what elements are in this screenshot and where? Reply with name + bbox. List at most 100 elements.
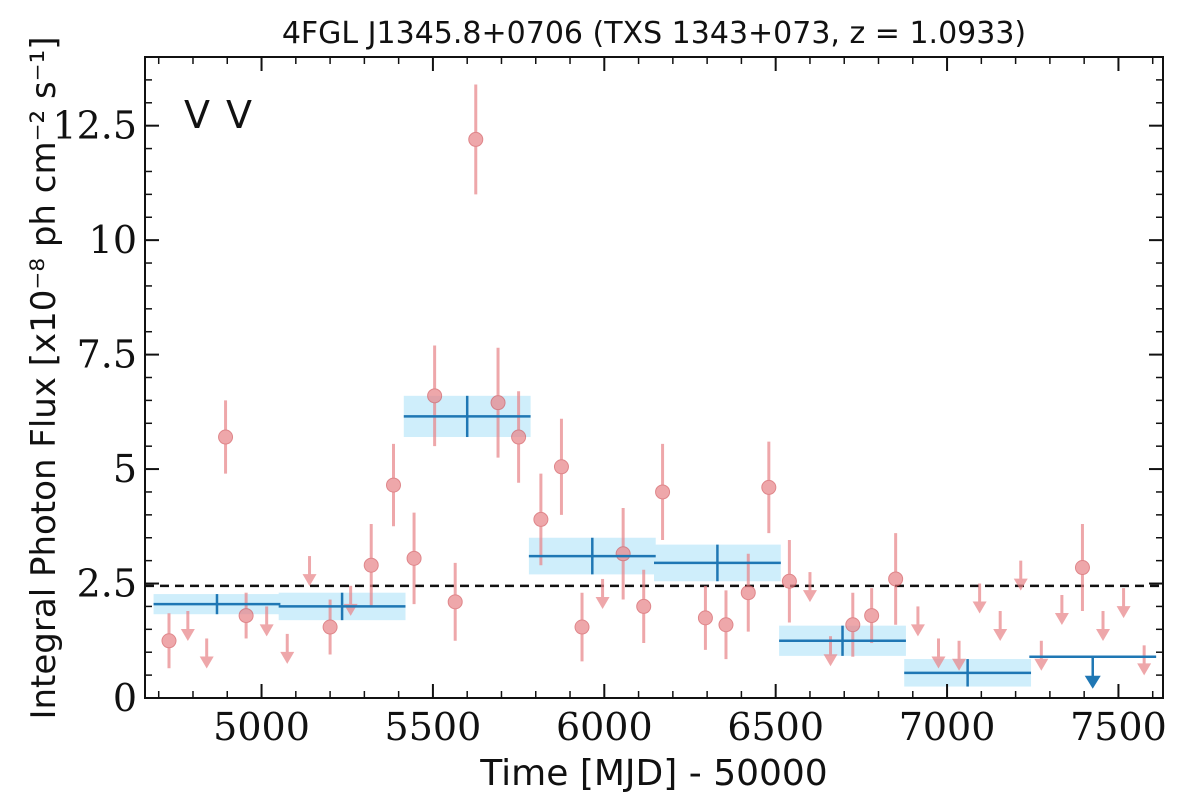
- short-bin-point-23: [845, 592, 861, 657]
- data-marker: [468, 131, 484, 147]
- short-bin-upper-limit-16: [1054, 594, 1069, 625]
- short-bin-upper-limit-4: [302, 556, 317, 587]
- upper-limit-arrowhead: [931, 656, 946, 669]
- short-bin-point-13: [553, 418, 569, 515]
- short-bin-point-22: [781, 540, 797, 623]
- upper-limit-arrowhead: [910, 624, 925, 637]
- data-marker: [490, 395, 506, 411]
- short-bin-point-3: [322, 599, 338, 655]
- short-bin-point-26: [1074, 524, 1090, 612]
- short-bin-upper-limit-11: [952, 640, 967, 671]
- short-bin-point-1: [218, 400, 234, 474]
- short-bin-point-4: [363, 524, 379, 607]
- short-bin-upper-limit-7: [802, 572, 817, 603]
- upper-limit-arrowhead: [199, 656, 214, 669]
- upper-limit-arrowhead: [595, 596, 610, 609]
- x-tick-label: 6000: [556, 705, 653, 749]
- long-bin-point-1: [278, 592, 406, 621]
- short-bin-point-20: [740, 553, 756, 632]
- data-marker: [386, 477, 402, 493]
- short-bin-point-14: [574, 592, 590, 662]
- upper-limit-arrowhead: [1137, 663, 1152, 676]
- data-marker: [574, 619, 590, 635]
- short-bin-point-2: [238, 592, 254, 639]
- legend: V V: [184, 93, 252, 137]
- upper-limit-arrowhead: [259, 624, 274, 637]
- upper-limit-arrowhead: [280, 651, 295, 664]
- short-bin-point-18: [697, 585, 713, 650]
- short-bin-point-12: [533, 473, 549, 566]
- data-marker: [447, 594, 463, 610]
- axis-ticks: 5000 5500 6000 6500 7000 7500 0 2.5 5 7.5 10 12.5: [52, 56, 1167, 749]
- data-marker: [697, 610, 713, 626]
- data-marker: [761, 479, 777, 495]
- data-marker: [655, 484, 671, 500]
- long-bin-point-6: [904, 659, 1032, 687]
- data-marker: [615, 546, 631, 562]
- data-marker: [322, 619, 338, 635]
- short-bin-upper-limit-19: [1137, 645, 1152, 676]
- data-marker: [1074, 560, 1090, 576]
- upper-limit-arrowhead: [952, 658, 967, 671]
- long-bin-point-4: [654, 544, 781, 582]
- x-tick-label: 7000: [899, 705, 996, 749]
- plot-area: [145, 84, 1163, 689]
- short-bin-upper-limit-0: [180, 611, 195, 642]
- long-bin-point-5: [779, 625, 906, 656]
- y-axis-label: Integral Photon Flux [x10⁻⁸ ph cm⁻² s⁻¹]: [24, 36, 64, 719]
- data-marker: [161, 633, 177, 649]
- data-marker: [636, 598, 652, 614]
- short-bin-upper-limit-17: [1096, 611, 1111, 642]
- upper-limit-arrowhead: [1116, 606, 1131, 619]
- short-bin-upper-limit-3: [280, 633, 295, 664]
- data-marker: [238, 608, 254, 624]
- short-bin-point-6: [406, 512, 422, 605]
- y-tick-label: 10: [89, 218, 137, 262]
- short-bin-upper-limit-12: [972, 583, 987, 614]
- data-marker: [845, 617, 861, 633]
- short-bin-point-10: [490, 347, 506, 458]
- data-marker: [888, 571, 904, 587]
- short-bin-upper-limit-9: [910, 606, 925, 637]
- y-tick-label: 7.5: [77, 333, 137, 377]
- short-bin-point-7: [427, 345, 443, 447]
- short-bin-upper-limit-13: [993, 611, 1008, 642]
- short-bin-point-11: [511, 391, 527, 483]
- y-tick-label: 5: [113, 447, 137, 491]
- upper-limit-arrowhead: [1034, 658, 1049, 671]
- short-bin-point-25: [888, 533, 904, 625]
- short-bin-upper-limit-14: [1013, 560, 1028, 591]
- x-axis-label: Time [MJD] - 50000: [479, 753, 827, 794]
- short-bin-point-9: [468, 84, 484, 195]
- legend-entry-long-bins: V: [184, 93, 210, 137]
- data-marker: [718, 617, 734, 633]
- upper-limit-arrowhead: [972, 601, 987, 614]
- data-marker: [864, 608, 880, 624]
- data-marker: [427, 388, 443, 404]
- y-tick-label: 0: [113, 676, 137, 720]
- x-tick-label: 5000: [213, 705, 310, 749]
- data-marker: [363, 557, 379, 573]
- upper-limit-arrowhead: [1054, 612, 1069, 625]
- long-bin-point-0: [153, 594, 281, 615]
- short-bin-point-17: [655, 443, 671, 541]
- y-tick-label: 2.5: [77, 562, 137, 606]
- data-marker: [740, 585, 756, 601]
- data-marker: [511, 429, 527, 445]
- upper-limit-arrowhead: [993, 629, 1008, 642]
- short-bin-point-21: [761, 441, 777, 534]
- data-marker: [533, 511, 549, 527]
- data-marker: [553, 459, 569, 475]
- short-bin-point-8: [447, 562, 463, 641]
- long-bin-point-3: [528, 537, 656, 575]
- short-bin-upper-limit-2: [259, 606, 274, 637]
- x-tick-label: 6500: [727, 705, 824, 749]
- chart-title: 4FGL J1345.8+0706 (TXS 1343+073, z = 1.0…: [282, 16, 1026, 51]
- short-bin-point-19: [718, 590, 734, 660]
- upper-limit-arrowhead: [1084, 675, 1101, 689]
- y-tick-label: 12.5: [52, 104, 137, 148]
- short-bin-upper-limit-18: [1116, 588, 1131, 619]
- short-bin-point-16: [636, 569, 652, 644]
- legend-entry-short-bins: V: [226, 93, 252, 137]
